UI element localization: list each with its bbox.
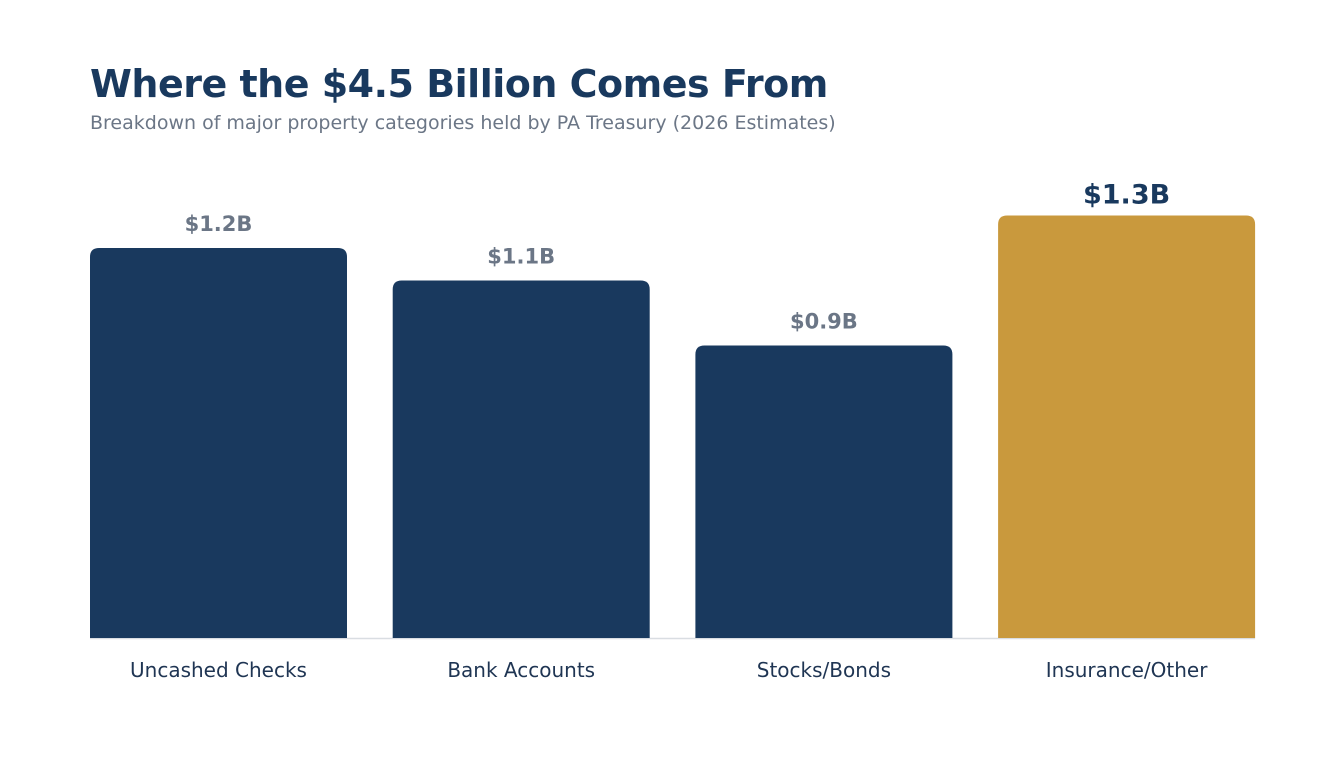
chart-title: Where the $4.5 Billion Comes From: [90, 62, 828, 106]
category-label: Stocks/Bonds: [757, 658, 891, 682]
value-label: $1.3B: [1083, 180, 1170, 211]
category-label: Insurance/Other: [1046, 658, 1208, 682]
bar-bank-accounts: [392, 280, 650, 638]
value-label: $1.2B: [185, 212, 253, 236]
bar-insurance-other: [998, 215, 1256, 638]
value-label: $0.9B: [790, 310, 858, 334]
category-label: Uncashed Checks: [130, 658, 307, 682]
chart-subtitle: Breakdown of major property categories h…: [90, 112, 836, 134]
bar-stocks-bonds: [695, 345, 953, 638]
category-label: Bank Accounts: [447, 658, 595, 682]
bar-uncashed-checks: [90, 248, 347, 638]
value-label: $1.1B: [487, 245, 555, 269]
